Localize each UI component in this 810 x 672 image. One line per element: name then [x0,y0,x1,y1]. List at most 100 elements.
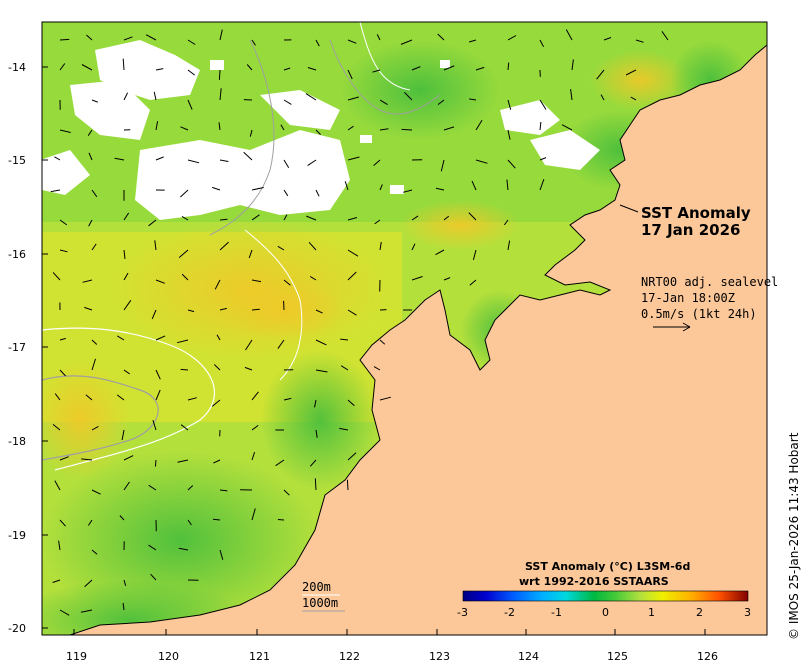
velocity-arrow [212,518,221,521]
velocity-arrow [308,241,317,251]
velocity-arrow [379,396,392,401]
velocity-arrow [155,156,164,161]
velocity-arrow [213,459,221,464]
velocity-arrow [603,37,612,41]
velocity-arrow [472,249,477,261]
velocity-arrow [283,67,291,71]
lon-tick-label: 121 [249,650,270,663]
velocity-arrow [178,547,189,551]
velocity-arrow [283,189,289,197]
velocity-arrow [347,39,357,44]
velocity-vectors [50,29,669,616]
velocity-arrow [468,212,477,221]
lat-tick-label: -15 [8,154,26,167]
velocity-arrow [123,249,126,259]
velocity-arrow [306,215,317,221]
velocity-arrow [84,306,93,311]
velocity-arrow [283,489,290,496]
velocity-arrow [180,126,189,131]
velocity-arrow [54,480,61,491]
velocity-arrow [347,249,359,257]
plot-area [42,22,767,635]
velocity-arrow [251,508,256,521]
velocity-arrow [315,309,323,314]
velocity-arrow [152,419,157,431]
velocity-arrow [177,459,189,463]
velocity-arrow [411,243,416,251]
velocity-arrow [187,309,195,313]
velocity-arrow [347,96,359,101]
velocity-arrow [475,66,485,71]
vector-scale-arrow [653,322,691,332]
velocity-arrow [251,214,260,221]
velocity-arrow [469,279,477,286]
velocity-arrow [570,89,573,101]
velocity-arrow [114,157,125,161]
velocity-arrow [59,456,69,461]
land-mass [69,22,767,635]
velocity-arrow [87,519,93,526]
velocity-arrow [411,66,421,71]
velocity-arrow [379,339,386,345]
velocity-arrow [539,99,547,110]
lon-tick-label: 123 [429,650,450,663]
velocity-arrow [539,121,542,131]
velocity-arrow [216,334,221,341]
velocity-arrow [315,429,318,438]
velocity-arrow [347,156,360,161]
velocity-arrow [403,189,413,193]
velocity-arrow [411,276,423,281]
velocity-arrow [91,339,98,345]
velocity-arrow [251,391,259,401]
velocity-arrow [123,36,133,41]
plot-frame [41,21,768,636]
velocity-arrow [219,307,227,311]
velocity-arrow [180,424,189,431]
velocity-arrow [443,277,451,281]
lon-tick-label: 126 [697,650,718,663]
title-pointer [619,204,639,213]
lat-axis: -14 -15 -16 -17 -18 -19 -20 [8,61,48,635]
velocity-arrow [507,240,511,251]
lat-tick-label: -17 [8,341,26,354]
velocity-arrow [507,35,517,41]
velocity-arrow [187,159,200,164]
velocity-arrow [469,98,477,101]
velocity-arrow [123,481,130,491]
velocity-arrow [82,279,93,283]
velocity-arrow [277,519,285,521]
velocity-arrow [154,240,157,251]
velocity-arrow [443,65,455,71]
velocity-arrow [401,128,413,131]
velocity-arrow [122,602,125,611]
colorbar-title-line1: SST Anomaly (°C) L3SM-6d [525,560,690,573]
velocity-arrow [148,219,157,227]
velocity-arrow [347,69,353,80]
velocity-arrow [50,189,61,193]
velocity-arrow [155,335,166,341]
velocity-arrow [145,34,157,41]
velocity-arrow [52,424,61,431]
velocity-arrow [148,484,157,491]
velocity-arrow [151,309,157,320]
velocity-arrow [59,63,66,71]
velocity-arrow [347,399,355,407]
velocity-arrow [539,157,547,161]
lat-tick-label: -19 [8,529,26,542]
velocity-arrow [314,399,317,408]
velocity-arrow [80,609,93,613]
velocity-arrow [219,218,228,221]
velocity-arrow [81,64,93,71]
velocity-arrow [379,184,383,191]
velocity-arrow [91,99,98,103]
velocity-arrow [176,339,189,344]
velocity-arrow [251,39,256,46]
velocity-arrow [437,33,445,41]
colorbar-tick-label: 3 [744,606,751,619]
velocity-arrow [435,249,445,256]
velocity-arrow [248,249,253,259]
velocity-arrow [91,189,98,198]
velocity-arrow [187,519,192,526]
velocity-arrow [283,159,290,168]
velocity-arrow [59,249,68,253]
